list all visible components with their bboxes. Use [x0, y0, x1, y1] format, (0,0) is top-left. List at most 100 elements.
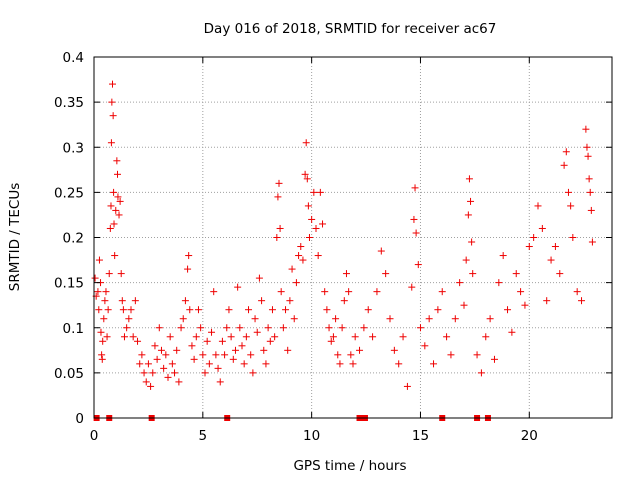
data-point: [125, 315, 133, 323]
data-point: [547, 256, 555, 264]
data-point: [247, 351, 255, 359]
data-point: [323, 306, 331, 314]
data-point: [456, 279, 464, 287]
x-tick-label: 5: [199, 428, 208, 444]
data-point: [468, 238, 476, 246]
data-point: [319, 220, 327, 228]
y-axis-label: SRMTID / TECUs: [7, 183, 23, 291]
data-point: [356, 346, 364, 354]
data-point: [569, 234, 577, 241]
data-point: [229, 355, 237, 363]
data-point: [131, 297, 139, 305]
data-point: [181, 297, 189, 305]
data-point: [469, 270, 477, 278]
data-point: [321, 288, 329, 296]
data-point: [177, 324, 185, 332]
data-point: [273, 234, 281, 241]
data-point: [251, 315, 259, 323]
data-point: [258, 297, 266, 305]
data-point: [447, 351, 455, 359]
data-point: [276, 224, 284, 232]
data-point: [412, 229, 420, 237]
data-point: [101, 297, 109, 305]
y-tick-label: 0.3: [63, 140, 84, 156]
data-point: [477, 369, 485, 377]
data-point: [114, 170, 122, 178]
data-point: [310, 188, 318, 196]
data-point: [421, 342, 429, 350]
data-point: [512, 270, 520, 278]
data-point: [430, 360, 438, 368]
data-point: [299, 256, 307, 264]
data-point: [490, 355, 498, 363]
data-point: [578, 297, 586, 305]
data-point: [275, 179, 283, 187]
data-point: [336, 360, 344, 368]
data-point: [340, 297, 348, 305]
data-point: [582, 125, 590, 133]
data-point: [105, 270, 113, 278]
data-point: [162, 351, 170, 359]
data-point: [102, 288, 110, 296]
data-point: [147, 382, 155, 390]
data-point: [113, 157, 121, 165]
data-point: [151, 342, 159, 350]
chart-title: Day 016 of 2018, SRMTID for receiver ac6…: [204, 21, 497, 37]
x-tick-label: 20: [521, 428, 538, 444]
data-point: [100, 315, 108, 323]
data-point: [240, 360, 248, 368]
data-point: [395, 360, 403, 368]
data-point: [227, 333, 235, 341]
points-layer: [91, 80, 596, 390]
data-point: [302, 139, 310, 147]
data-point: [157, 346, 165, 354]
data-point: [95, 256, 103, 264]
data-point: [255, 274, 263, 282]
y-tick-label: 0.35: [54, 95, 84, 111]
data-point: [369, 333, 377, 341]
data-point: [274, 193, 282, 201]
data-point: [98, 351, 106, 359]
data-point: [173, 346, 181, 354]
data-point: [586, 188, 594, 196]
data-point: [129, 333, 137, 341]
data-point: [160, 364, 168, 372]
data-point: [231, 346, 239, 354]
data-point: [192, 333, 200, 341]
data-point: [166, 333, 174, 341]
data-point: [106, 224, 114, 232]
data-point: [312, 224, 320, 232]
x-tick-label: 0: [90, 428, 99, 444]
data-point: [349, 360, 357, 368]
data-point: [465, 175, 473, 183]
data-point: [410, 215, 418, 223]
data-point: [525, 243, 533, 251]
data-point: [499, 252, 507, 260]
data-point: [140, 369, 148, 377]
data-point: [136, 360, 144, 368]
data-point: [288, 265, 296, 273]
data-point: [564, 188, 572, 196]
data-point: [290, 315, 298, 323]
data-point: [279, 324, 287, 332]
data-point: [179, 315, 187, 323]
data-point: [127, 306, 135, 314]
data-point: [203, 337, 211, 345]
data-point: [414, 261, 422, 269]
data-point: [316, 188, 324, 196]
data-point: [205, 360, 213, 368]
data-point: [495, 279, 503, 287]
data-point: [277, 288, 285, 296]
data-point: [556, 270, 564, 278]
data-point: [338, 324, 346, 332]
data-point: [184, 265, 192, 273]
data-point: [110, 220, 118, 228]
data-point: [253, 328, 261, 336]
data-point: [408, 283, 416, 291]
data-point: [517, 288, 525, 296]
data-point: [364, 306, 372, 314]
data-point: [117, 270, 125, 278]
data-point: [438, 288, 446, 296]
data-point: [486, 315, 494, 323]
